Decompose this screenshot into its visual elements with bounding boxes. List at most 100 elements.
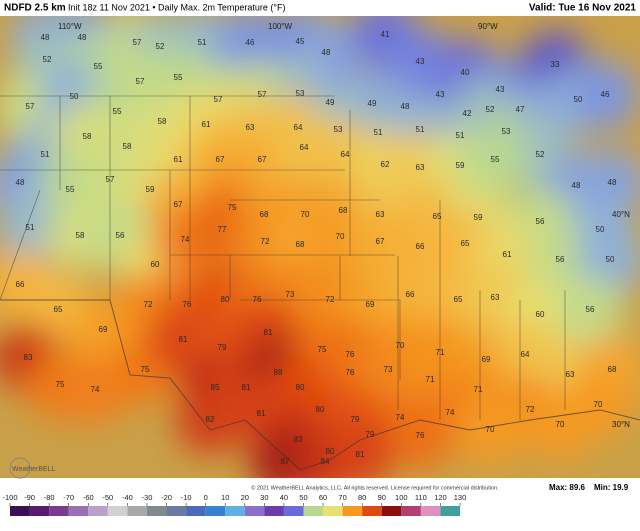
station-value: 52 — [156, 42, 165, 51]
temperature-blob — [176, 386, 244, 454]
station-value: 58 — [158, 117, 167, 126]
station-value: 52 — [486, 105, 495, 114]
colorbar-tick-label: 70 — [338, 493, 346, 502]
station-value: 72 — [326, 295, 335, 304]
min-value: Min: 19.9 — [594, 483, 629, 492]
station-value: 81 — [356, 450, 365, 459]
station-value: 60 — [536, 310, 545, 319]
copyright: © 2021 WeatherBELL Analytics, LLC. All r… — [251, 484, 499, 491]
station-value: 81 — [257, 409, 266, 418]
colorbar-tick-label: 100 — [395, 493, 408, 502]
station-value: 64 — [341, 150, 350, 159]
colorbar-tick-label: 60 — [319, 493, 327, 502]
station-value: 85 — [211, 383, 220, 392]
colorbar-segment — [186, 506, 206, 516]
station-value: 45 — [296, 37, 305, 46]
station-value: 74 — [446, 408, 455, 417]
station-value: 72 — [261, 237, 270, 246]
station-value: 57 — [106, 175, 115, 184]
station-value: 64 — [294, 123, 303, 132]
station-value: 51 — [374, 128, 383, 137]
lon-label: 110°W — [58, 22, 82, 31]
station-value: 50 — [596, 225, 605, 234]
station-value: 80 — [221, 295, 230, 304]
station-value: 49 — [326, 98, 335, 107]
station-value: 65 — [461, 239, 470, 248]
temperature-blob — [386, 402, 454, 470]
colorbar-segment — [362, 506, 382, 516]
station-value: 75 — [141, 365, 150, 374]
colorbar-tick-label: 10 — [221, 493, 229, 502]
station-value: 56 — [556, 255, 565, 264]
station-value: 68 — [339, 206, 348, 215]
station-value: 48 — [401, 102, 410, 111]
station-value: 81 — [264, 328, 273, 337]
station-value: 63 — [566, 370, 575, 379]
station-value: 49 — [368, 99, 377, 108]
valid-time: Valid: Tue 16 Nov 2021 — [529, 3, 637, 14]
station-value: 76 — [416, 431, 425, 440]
station-value: 64 — [300, 143, 309, 152]
station-value: 61 — [202, 120, 211, 129]
colorbar-segment — [342, 506, 363, 516]
station-value: 88 — [274, 368, 283, 377]
station-value: 57 — [136, 77, 145, 86]
station-value: 80 — [296, 383, 305, 392]
station-value: 71 — [436, 348, 445, 357]
max-value: Max: 89.6 — [549, 483, 586, 492]
station-value: 61 — [503, 250, 512, 259]
station-value: 72 — [526, 405, 535, 414]
colorbar-tick-label: 110 — [415, 493, 427, 502]
colorbar-segment — [303, 506, 324, 516]
station-value: 73 — [384, 365, 393, 374]
station-value: 50 — [574, 95, 583, 104]
station-value: 51 — [26, 223, 35, 232]
station-value: 46 — [246, 38, 255, 47]
station-value: 75 — [318, 345, 327, 354]
colorbar-tick-label: 120 — [434, 493, 447, 502]
station-value: 62 — [381, 160, 390, 169]
station-value: 84 — [321, 457, 330, 466]
colorbar-segment — [225, 506, 245, 516]
station-value: 82 — [206, 415, 215, 424]
station-value: 59 — [146, 185, 155, 194]
colorbar-tick-label: -100 — [2, 493, 17, 502]
temperature-blob — [456, 396, 524, 464]
station-value: 63 — [491, 293, 500, 302]
station-value: 75 — [228, 203, 237, 212]
station-value: 53 — [296, 89, 305, 98]
colorbar-segment — [146, 506, 167, 516]
lat-label: 40°N — [612, 210, 630, 219]
station-value: 55 — [94, 62, 103, 71]
station-value: 83 — [294, 435, 303, 444]
station-value: 50 — [70, 92, 79, 101]
station-labels: 48 48 57 52 51 46 45 48 41 43 40 43 33 52 55 57 55 57 57 53… — [16, 30, 617, 466]
colorbar-tick-label: 80 — [358, 493, 366, 502]
station-value: 74 — [396, 413, 405, 422]
colorbar-segment — [88, 506, 108, 516]
colorbar-tick-label: -10 — [181, 493, 192, 502]
station-value: 57 — [258, 90, 267, 99]
colorbar-tick-label: -70 — [63, 493, 74, 502]
station-value: 48 — [41, 33, 50, 42]
station-value: 58 — [76, 231, 85, 240]
colorbar-segment — [381, 506, 402, 516]
station-value: 69 — [482, 355, 491, 364]
station-value: 77 — [218, 225, 227, 234]
station-value: 81 — [179, 335, 188, 344]
map: 48 48 57 52 51 46 45 48 41 43 40 43 33 52 55 57 55 57 57 53… — [0, 16, 640, 478]
station-value: 67 — [216, 155, 225, 164]
station-value: 48 — [78, 33, 87, 42]
station-value: 66 — [416, 242, 425, 251]
station-value: 67 — [258, 155, 267, 164]
station-value: 65 — [433, 212, 442, 221]
logo: WeatherBELL — [12, 466, 56, 473]
station-value: 63 — [376, 210, 385, 219]
station-value: 43 — [496, 85, 505, 94]
station-value: 43 — [416, 57, 425, 66]
lon-label: 100°W — [268, 22, 293, 31]
station-value: 43 — [436, 90, 445, 99]
station-value: 73 — [286, 290, 295, 299]
colorbar-tick-label: -60 — [83, 493, 94, 502]
station-value: 57 — [133, 38, 142, 47]
